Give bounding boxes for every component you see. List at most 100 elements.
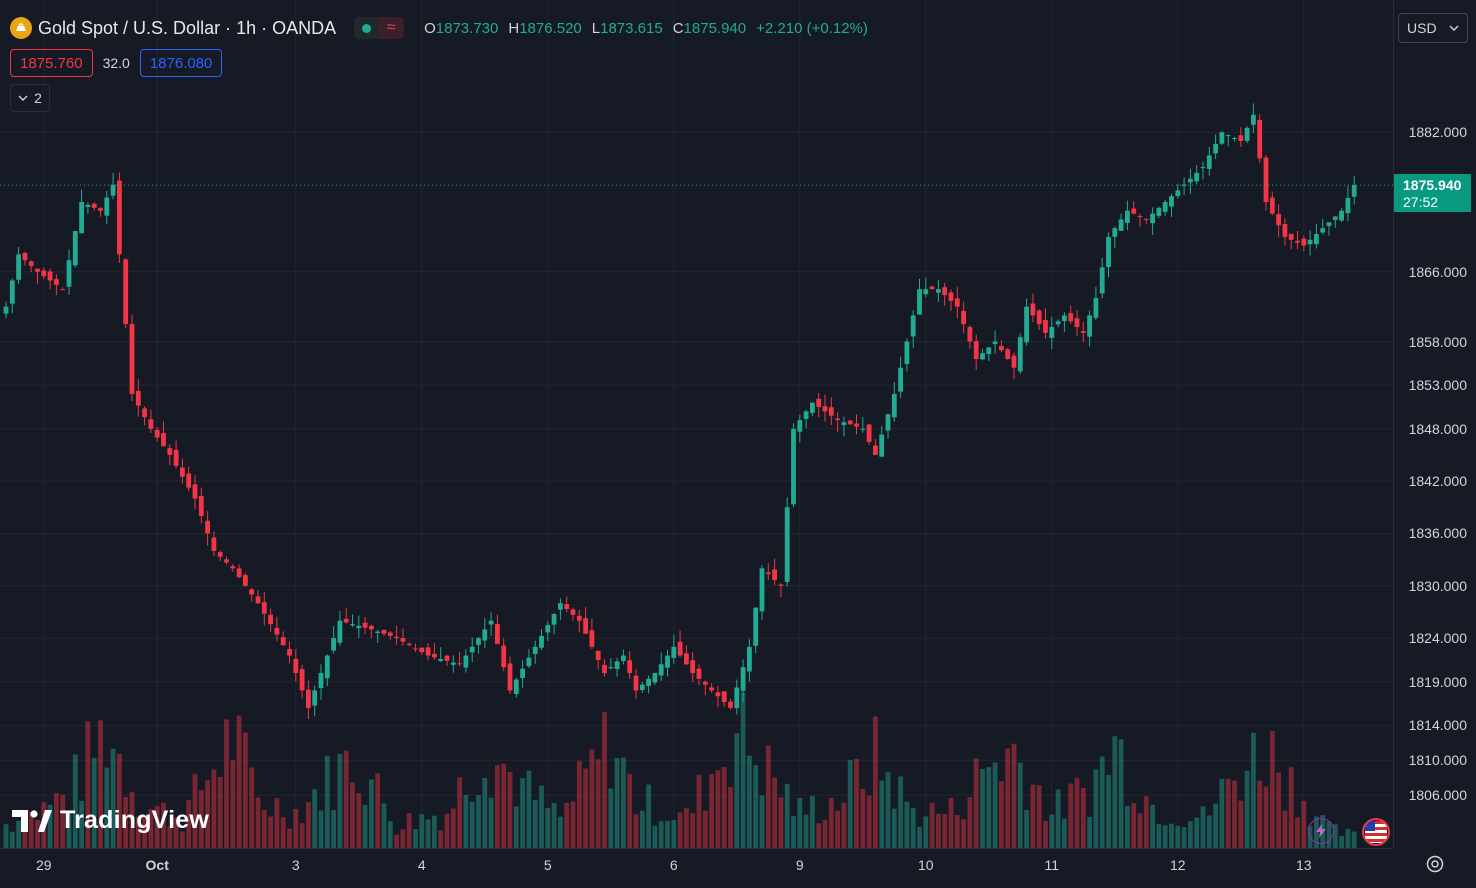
- candle: [261, 602, 267, 614]
- candle: [400, 637, 406, 642]
- volume-bar: [495, 765, 500, 848]
- candle: [1106, 236, 1111, 268]
- high-label: H: [508, 19, 520, 37]
- candle: [910, 315, 916, 337]
- candle: [28, 261, 34, 266]
- volume-bar: [236, 715, 242, 848]
- indicators-toggle-button[interactable]: 2: [10, 84, 50, 112]
- candle: [1074, 318, 1080, 328]
- volume-bar: [79, 800, 84, 848]
- candle: [1112, 228, 1118, 237]
- price-tick-label: 1836.000: [1408, 525, 1467, 542]
- volume-bar: [639, 810, 645, 848]
- currency-label: USD: [1407, 20, 1437, 36]
- tradingview-watermark[interactable]: TradingView: [12, 806, 209, 835]
- market-status-badge[interactable]: ≈: [354, 17, 405, 39]
- candle: [482, 629, 488, 641]
- volume-bar: [923, 816, 929, 848]
- volume-bar: [583, 768, 588, 848]
- candlestick-chart[interactable]: [0, 0, 1393, 848]
- volume-bar: [564, 802, 570, 848]
- buy-button[interactable]: 1876.080: [139, 49, 223, 77]
- candle: [60, 289, 66, 291]
- volume-bar: [627, 773, 633, 848]
- candle: [387, 632, 393, 636]
- change-value: +2.210 (+0.12%): [756, 19, 868, 37]
- volume-bar: [835, 810, 840, 848]
- candle: [860, 428, 866, 430]
- volume-bar: [1244, 770, 1250, 848]
- low-value: 1873.615: [600, 19, 663, 37]
- close-value: 1875.940: [683, 19, 747, 37]
- volume-bar: [501, 763, 507, 848]
- volume-bar: [936, 813, 941, 848]
- volume-bar: [532, 800, 538, 848]
- candle: [1143, 218, 1149, 220]
- candle: [337, 620, 343, 643]
- candle: [986, 347, 992, 355]
- price-tick-label: 1866.000: [1408, 263, 1467, 280]
- volume-bar: [167, 826, 173, 848]
- volume-bar: [948, 798, 954, 848]
- candle: [1307, 239, 1313, 245]
- volume-bar: [287, 828, 292, 848]
- candle: [343, 618, 349, 623]
- lightning-button[interactable]: [1308, 818, 1334, 844]
- chart-plot-area[interactable]: [0, 0, 1393, 848]
- volume-bar: [621, 757, 626, 848]
- candle: [154, 429, 160, 438]
- volume-bar: [249, 767, 255, 848]
- settings-gear-icon[interactable]: [1424, 853, 1446, 875]
- symbol-title[interactable]: Gold Spot / U.S. Dollar · 1h · OANDA: [38, 17, 337, 38]
- volume-bar: [866, 795, 872, 848]
- volume-bar: [72, 754, 78, 848]
- candle: [1194, 172, 1200, 182]
- volume-bar: [60, 794, 66, 848]
- candle: [85, 204, 91, 207]
- candle: [167, 448, 173, 455]
- currency-select[interactable]: USD: [1398, 13, 1468, 43]
- candle: [1232, 138, 1237, 140]
- candle: [425, 647, 431, 656]
- candle: [583, 618, 588, 634]
- volume-bar: [759, 795, 765, 848]
- candle: [280, 637, 286, 646]
- candle: [1314, 233, 1319, 245]
- volume-bar: [299, 823, 305, 848]
- volume-bar: [558, 816, 563, 848]
- candle: [646, 678, 651, 686]
- volume-bar: [986, 767, 992, 848]
- candle: [835, 418, 840, 421]
- candle: [1068, 313, 1074, 322]
- volume-bar: [1332, 824, 1338, 848]
- volume-bar: [1162, 825, 1168, 848]
- volume-bar: [967, 797, 973, 848]
- candle: [576, 615, 582, 621]
- volume-bar: [91, 757, 97, 848]
- candle: [41, 270, 47, 277]
- candle: [79, 202, 84, 234]
- volume-bar: [696, 774, 702, 848]
- volume-bar: [54, 793, 59, 848]
- volume-bar: [400, 829, 406, 848]
- volume-bar: [816, 823, 822, 848]
- candle: [375, 631, 381, 633]
- volume-bar: [186, 800, 192, 848]
- candle: [217, 552, 223, 557]
- volume-bar: [318, 810, 324, 848]
- price-axis[interactable]: 1882.000 1866.000 1858.000 1853.000 1848.000…: [1393, 0, 1476, 848]
- candle: [1087, 315, 1092, 337]
- candle: [873, 445, 878, 455]
- price-tick-label: 1814.000: [1408, 717, 1467, 734]
- candle: [117, 180, 122, 255]
- price-tick-label: 1848.000: [1408, 420, 1467, 437]
- time-axis[interactable]: 29 Oct 3 4 5 6 9 10 11 12 13: [0, 848, 1393, 888]
- bar-countdown: 27:52: [1403, 194, 1439, 211]
- volume-bar: [1181, 827, 1187, 848]
- last-price-label: 1875.940 27:52: [1394, 174, 1471, 213]
- candle: [1017, 337, 1023, 372]
- sell-button[interactable]: 1875.760: [10, 49, 93, 77]
- volume-bar: [980, 768, 985, 848]
- volume-bar: [810, 795, 815, 848]
- us-flag-button[interactable]: [1362, 818, 1390, 846]
